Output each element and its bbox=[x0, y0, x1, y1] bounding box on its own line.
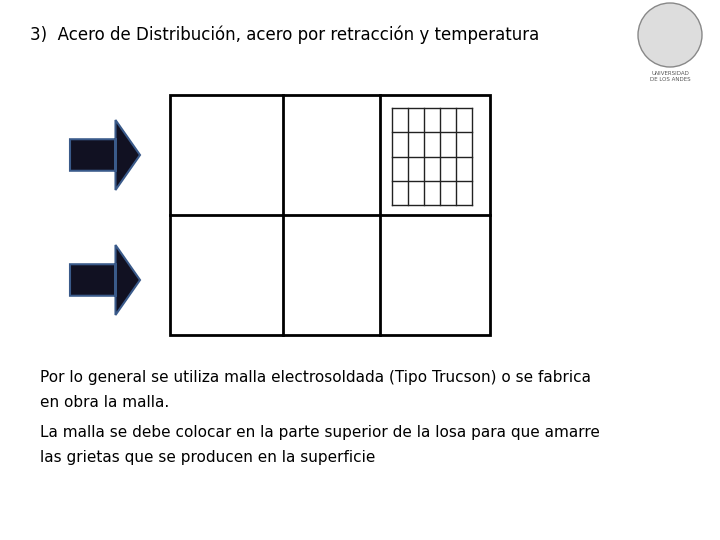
Polygon shape bbox=[70, 245, 140, 315]
Text: en obra la malla.: en obra la malla. bbox=[40, 395, 169, 410]
Polygon shape bbox=[70, 120, 140, 190]
Circle shape bbox=[638, 3, 702, 67]
Text: las grietas que se producen en la superficie: las grietas que se producen en la superf… bbox=[40, 450, 375, 465]
Text: UNIVERSIDAD
DE LOS ANDES: UNIVERSIDAD DE LOS ANDES bbox=[649, 71, 690, 82]
Bar bbox=[170, 95, 490, 335]
Text: 3)  Acero de Distribución, acero por retracción y temperatura: 3) Acero de Distribución, acero por retr… bbox=[30, 26, 539, 44]
Text: La malla se debe colocar en la parte superior de la losa para que amarre: La malla se debe colocar en la parte sup… bbox=[40, 425, 600, 440]
Text: Por lo general se utiliza malla electrosoldada (Tipo Trucson) o se fabrica: Por lo general se utiliza malla electros… bbox=[40, 370, 591, 385]
